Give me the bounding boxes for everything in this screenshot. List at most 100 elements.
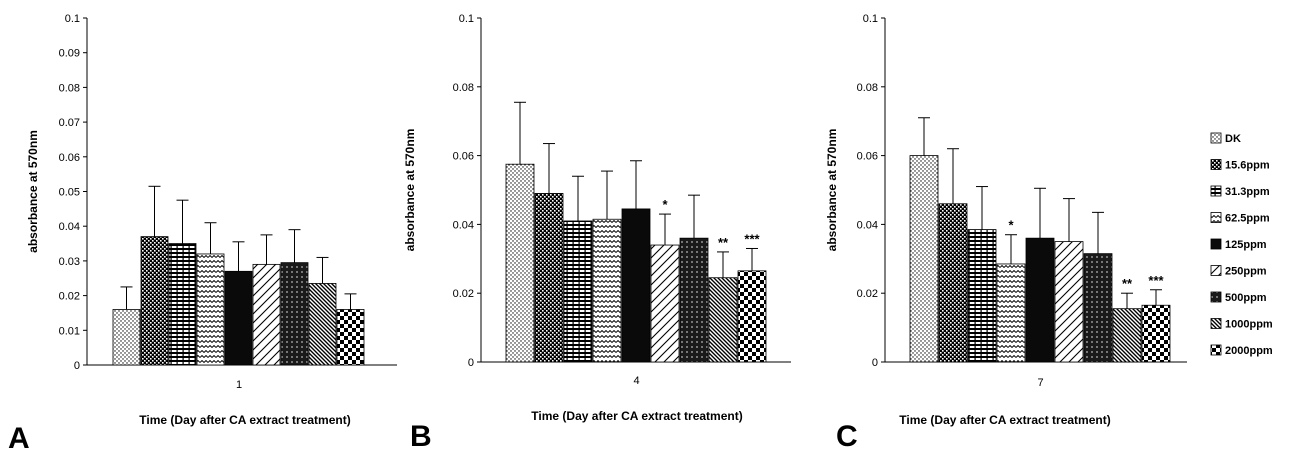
bar-500ppm [280, 262, 309, 366]
y-tick-label: 0.02 [453, 288, 474, 300]
legend-label: 31.3ppm [1225, 186, 1270, 198]
bar-dk [112, 309, 141, 366]
legend-swatch [1210, 318, 1222, 329]
legend-swatch [1210, 344, 1222, 356]
bar-125ppm [621, 208, 651, 363]
y-tick-label: 0.1 [459, 13, 474, 25]
y-tick-label: 0.02 [857, 288, 878, 300]
y-tick-label: 0.04 [59, 221, 80, 233]
legend-item: 31.3ppm [1210, 185, 1270, 198]
y-axis-title: absorbance at 570nm [26, 130, 40, 253]
panel-label: C [836, 420, 858, 453]
chart-panel-a: 0 0.01 0.02 0.03 0.04 0.05 0.06 0.07 0.08 0.09 0.1… [8, 13, 397, 453]
y-tick-label: 0.09 [59, 48, 80, 60]
y-tick-label: 0 [74, 360, 80, 372]
y-tick-label: 0.03 [59, 256, 80, 268]
legend-item: 2000ppm [1210, 344, 1273, 357]
y-tick-label: 0.02 [59, 291, 80, 303]
x-tick-label: 1 [236, 379, 242, 391]
bar-15-6ppm [534, 193, 564, 363]
legend-swatch [1210, 291, 1222, 303]
y-tick-label: 0 [872, 357, 878, 369]
x-axis-title: Time (Day after CA extract treatment) [531, 409, 742, 423]
panel-label: A [8, 422, 30, 453]
bar-1000ppm [308, 283, 337, 366]
bar-2000ppm [1141, 304, 1171, 363]
legend: DK 15.6ppm 31.3ppm 62.5ppm 125ppm 250ppm 500pp… [1210, 132, 1273, 357]
y-tick-label: 0.1 [863, 13, 878, 25]
legend-item: 500ppm [1210, 291, 1267, 304]
significance-marker: * [1008, 218, 1014, 233]
legend-label: 250ppm [1225, 266, 1267, 278]
y-tick-label: 0.01 [59, 325, 80, 337]
legend-label: 2000ppm [1225, 345, 1273, 357]
significance-marker: *** [1148, 273, 1164, 288]
legend-swatch [1210, 265, 1222, 276]
x-axis-title: Time (Day after CA extract treatment) [899, 413, 1110, 427]
legend-label: 1000ppm [1225, 319, 1273, 331]
bar-dk [909, 155, 939, 363]
panel-label: B [410, 420, 432, 453]
legend-item: 62.5ppm [1210, 212, 1270, 225]
legend-swatch [1210, 159, 1222, 170]
y-tick-label: 0.06 [857, 151, 878, 163]
legend-swatch [1210, 238, 1222, 250]
legend-swatch [1210, 185, 1222, 197]
y-axis-title: absorbance at 570nm [825, 129, 839, 252]
x-tick-label: 4 [633, 375, 639, 387]
bar-500ppm [1083, 253, 1113, 363]
y-axis-title: absorbance at 570nm [403, 129, 417, 252]
x-axis-title: Time (Day after CA extract treatment) [139, 413, 350, 427]
y-tick-label: 0.06 [59, 152, 80, 164]
legend-swatch [1210, 132, 1222, 144]
legend-label: 125ppm [1225, 239, 1267, 251]
y-tick-label: 0.06 [453, 151, 474, 163]
y-tick-label: 0.07 [59, 117, 80, 129]
y-tick-label: 0.04 [857, 219, 878, 231]
bar-31-3ppm [168, 243, 197, 366]
legend-label: DK [1225, 133, 1241, 145]
bar-125ppm [224, 270, 253, 366]
legend-item: 1000ppm [1210, 318, 1273, 331]
bar-250ppm [1054, 241, 1084, 363]
bar-2000ppm [737, 270, 767, 363]
significance-marker: ** [1122, 276, 1133, 291]
bar-31-3ppm [563, 220, 593, 363]
bar-2000ppm [336, 309, 365, 366]
bar-250ppm [650, 244, 680, 363]
legend-item: DK [1210, 132, 1241, 145]
legend-item: 15.6ppm [1210, 159, 1270, 172]
bar-62-5ppm [592, 218, 622, 363]
legend-swatch [1210, 212, 1222, 223]
bar-15-6ppm [140, 236, 169, 366]
bar-31-3ppm [967, 229, 997, 363]
y-tick-label: 0.08 [453, 82, 474, 94]
legend-label: 500ppm [1225, 292, 1267, 304]
y-tick-label: 0.1 [65, 13, 80, 25]
bar-62-5ppm [196, 253, 225, 366]
bar-1000ppm [1112, 308, 1142, 363]
y-tick-label: 0.05 [59, 187, 80, 199]
y-tick-label: 0.08 [59, 82, 80, 94]
legend-label: 15.6ppm [1225, 160, 1270, 172]
significance-marker: *** [744, 231, 760, 246]
bar-125ppm [1025, 237, 1055, 363]
bar-250ppm [252, 263, 281, 366]
legend-item: 125ppm [1210, 238, 1267, 251]
legend-label: 62.5ppm [1225, 213, 1270, 225]
bar-500ppm [679, 237, 709, 363]
y-tick-label: 0.04 [453, 219, 474, 231]
y-tick-label: 0 [468, 357, 474, 369]
significance-marker: ** [718, 235, 729, 250]
bar-62-5ppm [996, 263, 1026, 363]
significance-marker: * [662, 197, 668, 212]
bar-1000ppm [708, 277, 738, 363]
x-tick-label: 7 [1037, 377, 1043, 389]
bar-dk [505, 163, 535, 363]
legend-item: 250ppm [1210, 265, 1267, 278]
bar-15-6ppm [938, 203, 968, 363]
y-tick-label: 0.08 [857, 82, 878, 94]
